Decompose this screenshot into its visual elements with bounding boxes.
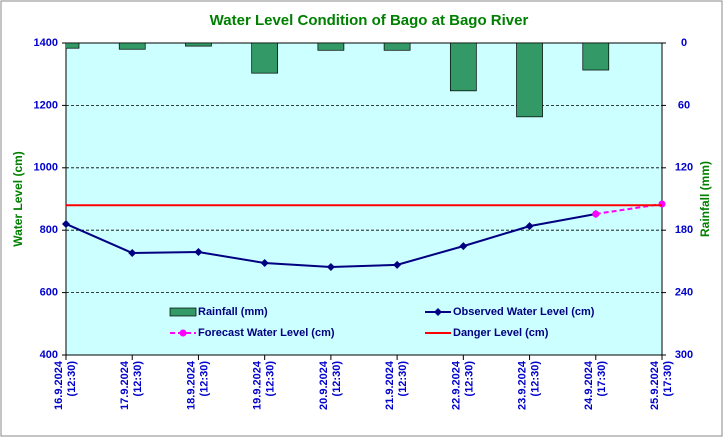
x-tick-label: 23.9.2024(12:30) (517, 360, 542, 410)
marker (525, 222, 534, 231)
y-tick-label: 400 (40, 349, 58, 361)
marker (62, 219, 70, 228)
y-tick-label: 1400 (34, 37, 58, 49)
marker (326, 263, 335, 272)
x-tick-label: 18.9.2024(12:30) (185, 360, 210, 410)
marker (260, 258, 269, 267)
line (595, 203, 663, 215)
y-tick-label: 800 (40, 224, 58, 236)
y2-tick-label: 300 (675, 349, 693, 361)
marker (194, 248, 203, 257)
marker (592, 210, 600, 218)
y2-tick-label: 120 (675, 162, 693, 174)
y-tick-label: 1000 (34, 162, 58, 174)
legend-marker (434, 308, 442, 316)
bar (185, 43, 212, 47)
x-tick-label: 21.9.2024(12:30) (384, 360, 409, 410)
x-tick-label: 17.9.2024(12:30) (119, 360, 144, 410)
bar (251, 43, 279, 74)
x-tick-label: 22.9.2024(12:30) (450, 360, 475, 410)
plot-area (65, 42, 663, 356)
marker (393, 260, 402, 269)
bar (582, 43, 610, 71)
legend-swatch (169, 307, 197, 317)
legend-marker (179, 329, 187, 337)
y2-tick-label: 240 (675, 287, 693, 299)
marker (128, 248, 137, 257)
x-tick-label: 16.9.2024(12:30) (53, 360, 78, 410)
bar (317, 43, 345, 51)
legend-label: Rainfall (mm) (198, 306, 268, 318)
x-tick-label: 24.9.2024(17:30) (583, 360, 608, 410)
y2-axis-label: Rainfall (mm) (698, 161, 712, 237)
x-tick-label: 25.9.2024(17:30) (649, 360, 674, 410)
y-axis-label: Water Level (cm) (11, 151, 25, 247)
marker (658, 200, 666, 208)
bar (383, 43, 411, 51)
chart-title: Water Level Condition of Bago at Bago Ri… (210, 12, 529, 29)
x-tick-label: 19.9.2024(12:30) (252, 360, 277, 410)
bar (66, 43, 80, 49)
legend-label: Danger Level (cm) (453, 327, 549, 339)
plot-marks (66, 43, 610, 118)
bar (118, 43, 146, 50)
x-tick-label: 20.9.2024(12:30) (318, 360, 343, 410)
legend-label: Forecast Water Level (cm) (198, 327, 335, 339)
y2-tick-label: 0 (681, 37, 687, 49)
bar (516, 43, 543, 118)
y-tick-label: 1200 (34, 99, 58, 111)
y-tick-label: 600 (40, 287, 58, 299)
bar (449, 43, 477, 92)
legend-label: Observed Water Level (cm) (453, 306, 595, 318)
y2-tick-label: 60 (678, 99, 690, 111)
y2-tick-label: 180 (675, 224, 693, 236)
marker (459, 242, 468, 251)
